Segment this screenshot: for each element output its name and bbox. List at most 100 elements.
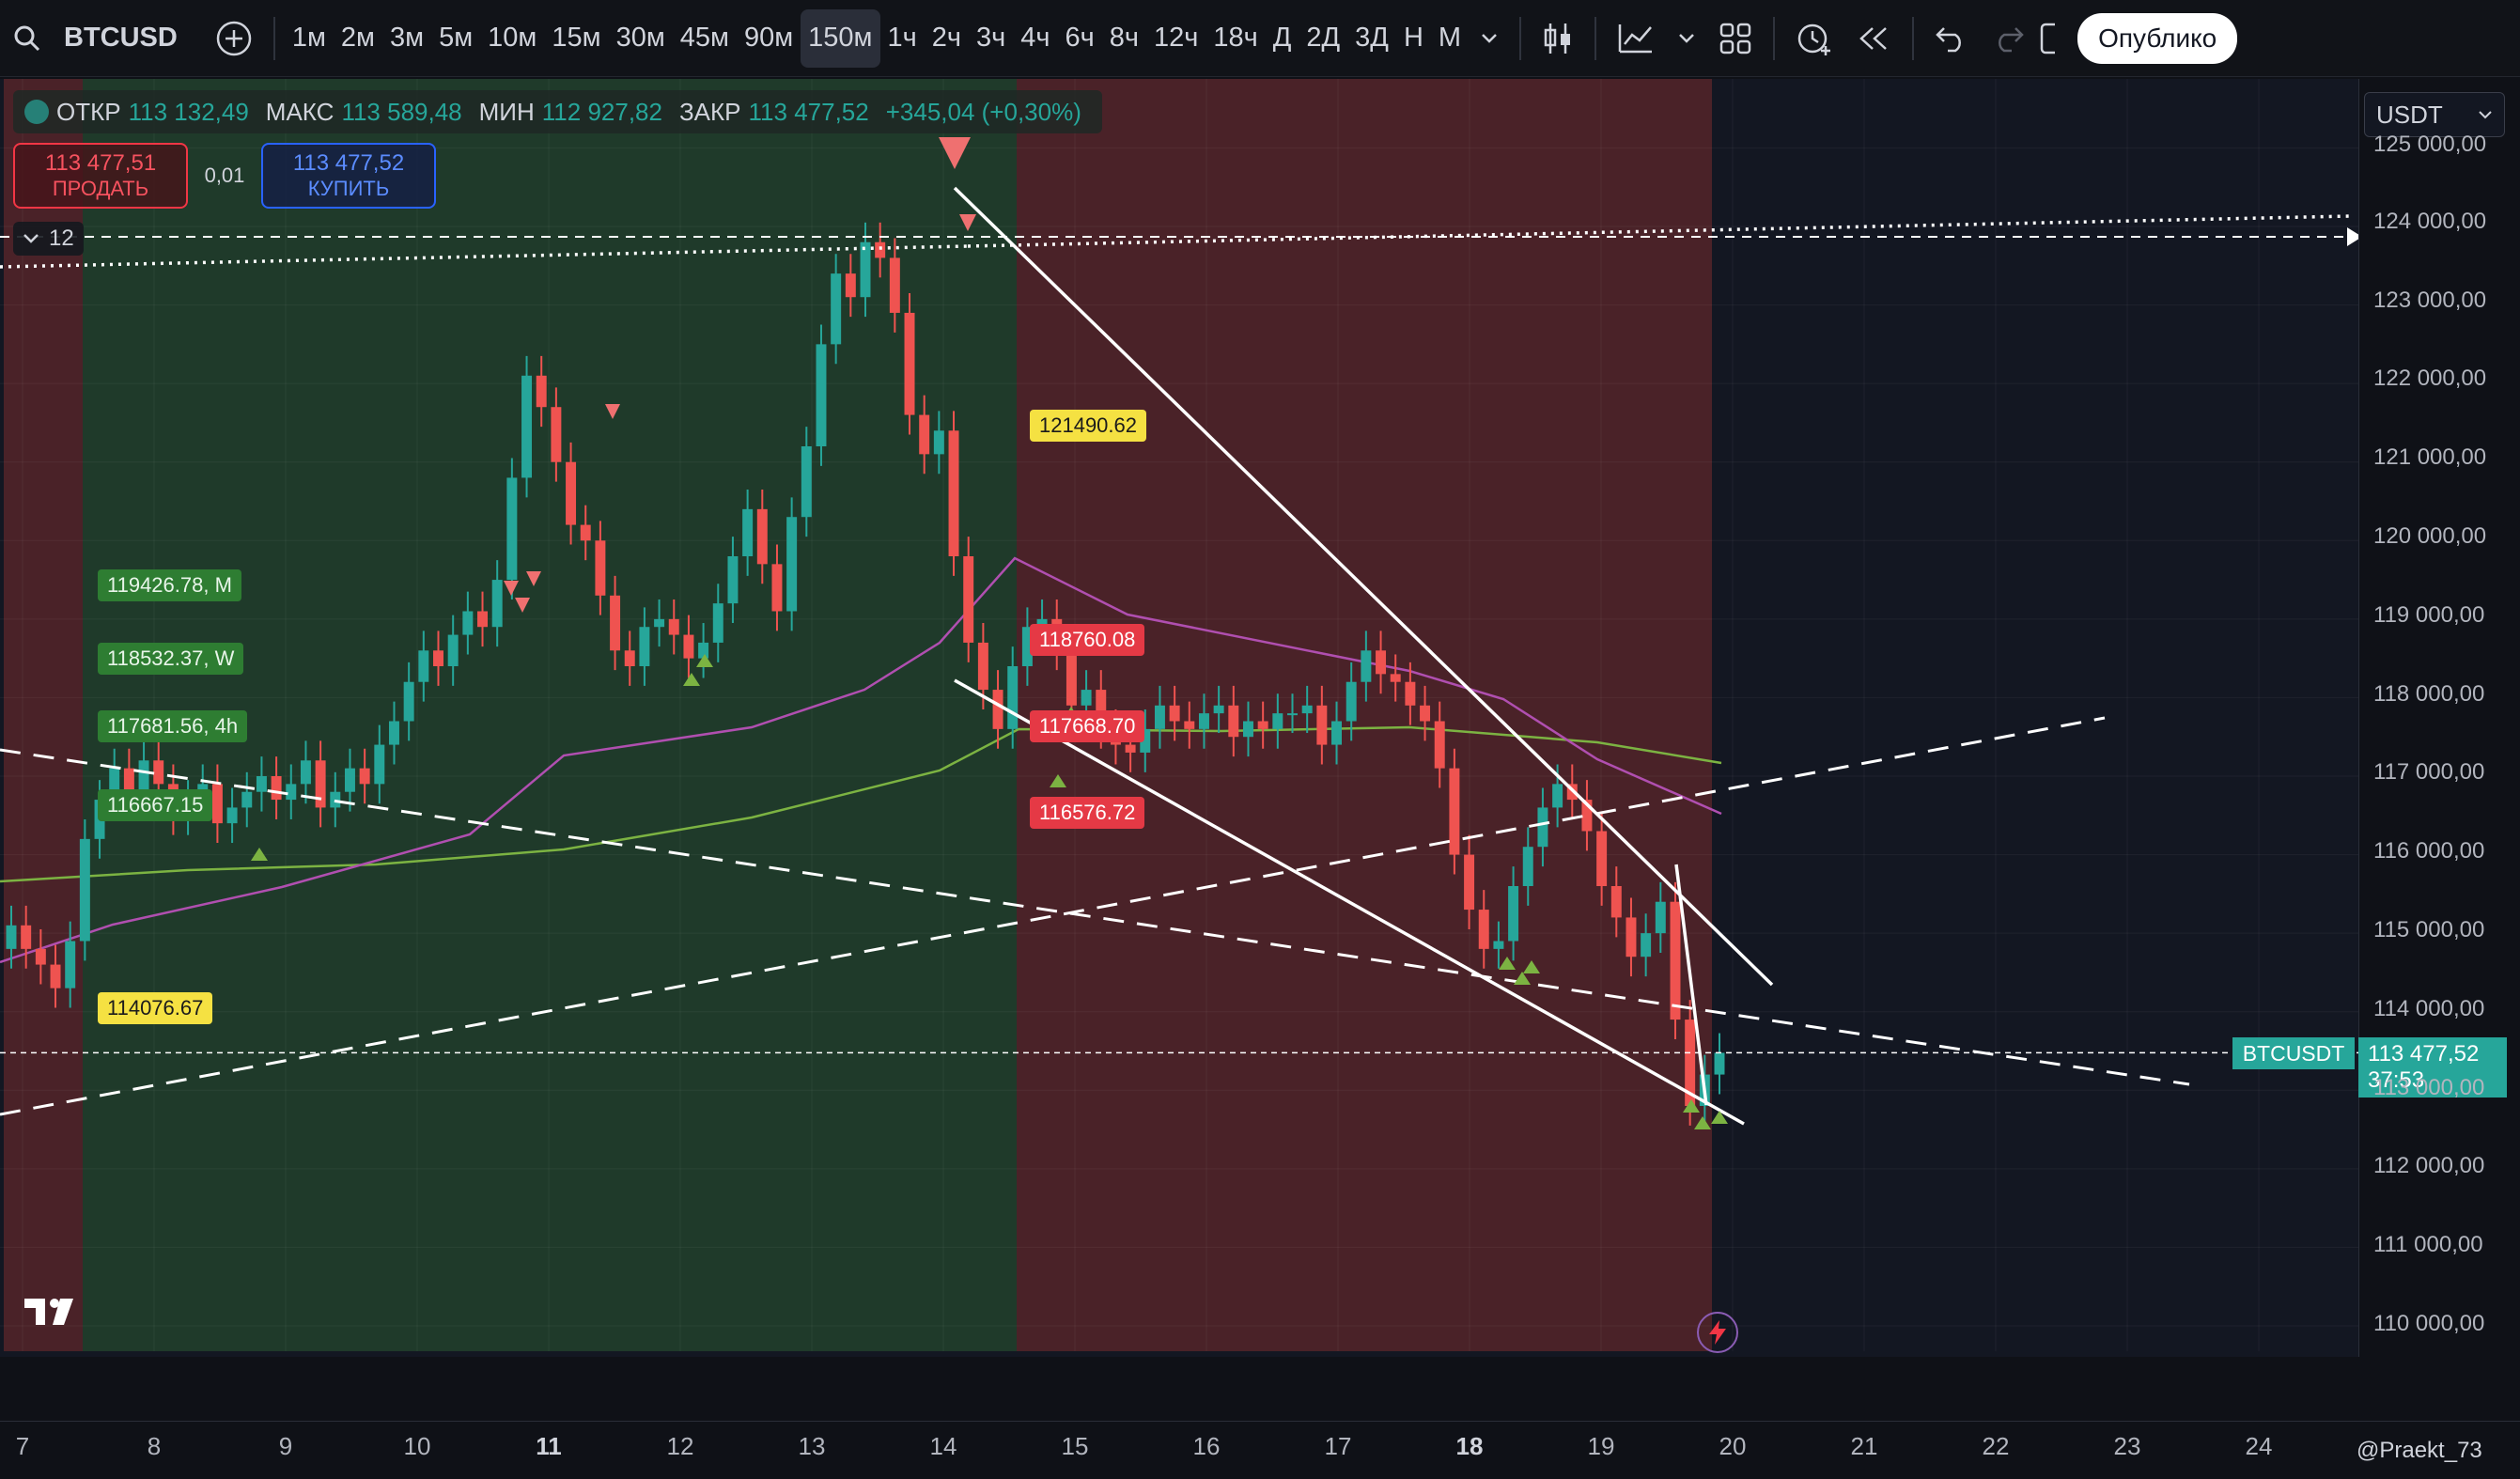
buy-button[interactable]: 113 477,52 КУПИТЬ [261, 143, 436, 209]
search-icon[interactable] [0, 9, 47, 68]
interval-button[interactable]: М [1438, 23, 1462, 53]
candle-down [919, 414, 930, 455]
interval-button[interactable]: 6ч [1065, 23, 1095, 53]
interval-button[interactable]: 2Д [1306, 23, 1341, 53]
interval-button[interactable]: 10м [488, 23, 537, 53]
price-axis[interactable] [2358, 79, 2520, 1357]
quantity-value[interactable]: 0,01 [204, 163, 245, 187]
candle-down [1670, 901, 1681, 1020]
green-level-tag[interactable]: 116667.15 [98, 789, 213, 821]
candle-down [668, 618, 679, 635]
green-level-tag[interactable]: 119426.78, M [98, 569, 241, 601]
buy-signal-icon [696, 654, 713, 667]
candle-up [1007, 666, 1019, 729]
sell-signal-icon [605, 404, 620, 419]
alert-add-icon[interactable] [1784, 9, 1844, 68]
time-axis[interactable] [0, 1421, 2520, 1479]
currency-select[interactable]: USDT [2364, 92, 2505, 137]
yellow-level-tag[interactable]: 114076.67 [98, 992, 213, 1024]
yellow-level-tag[interactable]: 121490.62 [1030, 410, 1146, 442]
candle-up [344, 768, 355, 792]
interval-button[interactable]: 1м [291, 23, 326, 53]
chart-pane[interactable] [0, 79, 2358, 1357]
candle-up [1021, 627, 1033, 666]
candles-icon[interactable] [1531, 9, 1585, 68]
status-dot-icon[interactable] [24, 100, 49, 124]
dashed-support-line [0, 716, 2106, 1116]
candle-up [491, 580, 503, 628]
green-level-tag[interactable]: 118532.37, W [98, 643, 244, 675]
candle-down [1626, 917, 1637, 957]
indicators-icon[interactable] [1606, 9, 1666, 68]
time-axis-label: 10 [403, 1432, 431, 1460]
interval-button[interactable]: 18ч [1213, 23, 1258, 53]
indicators-collapse-toggle[interactable]: 12 [13, 222, 84, 256]
candle-up [286, 784, 297, 801]
time-axis-label: 11 [536, 1432, 562, 1460]
buy-signal-icon [1514, 972, 1531, 985]
candle-down [845, 273, 856, 298]
interval-button[interactable]: 12ч [1154, 23, 1199, 53]
candle-up [698, 642, 709, 659]
interval-button[interactable]: Д [1272, 23, 1292, 53]
current-price-value: 113 477,52 [2368, 1041, 2480, 1066]
fullscreen-icon[interactable] [2036, 9, 2061, 68]
layout-grid-icon[interactable] [1707, 9, 1764, 68]
candle-up [1522, 847, 1533, 886]
price-axis-label: 121 000,00 [2373, 444, 2487, 471]
interval-button[interactable]: 1ч [887, 23, 917, 53]
candle-up [639, 627, 650, 666]
candle-up [1493, 941, 1504, 949]
interval-button[interactable]: 5м [439, 23, 474, 53]
candle-up [79, 838, 90, 942]
interval-button[interactable]: 3м [390, 23, 425, 53]
redo-icon[interactable] [1980, 9, 2036, 68]
interval-button[interactable]: 30м [615, 23, 665, 53]
candle-down [977, 642, 988, 691]
candle-up [1552, 784, 1563, 808]
candle-up [1213, 705, 1224, 714]
sell-signal-icon [504, 581, 519, 596]
time-axis-label: 19 [1587, 1432, 1615, 1460]
replay-icon[interactable] [1844, 9, 1903, 68]
green-level-tag[interactable]: 117681.56, 4h [98, 710, 248, 742]
price-chart[interactable] [0, 79, 2358, 1357]
price-axis-label: 125 000,00 [2373, 132, 2487, 157]
candle-up [1154, 705, 1165, 729]
red-level-tag[interactable]: 117668.70 [1030, 710, 1145, 742]
candle-up [654, 618, 665, 628]
symbol-name[interactable]: BTCUSD [64, 23, 178, 53]
interval-button[interactable]: 2ч [931, 23, 961, 53]
candle-down [566, 461, 577, 525]
sell-button[interactable]: 113 477,51 ПРОДАТЬ [13, 143, 188, 209]
red-level-tag[interactable]: 116576.72 [1030, 797, 1145, 829]
candle-up [816, 344, 827, 446]
chevron-down-icon[interactable] [1666, 9, 1707, 68]
interval-button[interactable]: 3ч [976, 23, 1006, 53]
price-axis-label: 110 000,00 [2373, 1311, 2485, 1336]
lightning-alert-icon[interactable] [1697, 1312, 1738, 1353]
candle-up [1198, 713, 1209, 729]
candle-up [521, 375, 533, 478]
interval-button[interactable]: 3Д [1355, 23, 1389, 53]
interval-button[interactable]: 15м [552, 23, 601, 53]
candle-down [1420, 705, 1431, 722]
interval-button[interactable]: 90м [743, 23, 794, 53]
interval-button[interactable]: Н [1403, 23, 1423, 53]
tradingview-logo[interactable] [23, 1295, 85, 1329]
interval-button[interactable]: 2м [340, 23, 375, 53]
interval-button[interactable]: 8ч [1109, 23, 1139, 53]
chevron-down-icon[interactable] [1469, 9, 1510, 68]
candle-down [315, 760, 326, 808]
candle-up [6, 925, 17, 949]
publish-button[interactable]: Опублико [2077, 12, 2238, 64]
add-symbol-icon[interactable] [204, 9, 264, 68]
interval-button[interactable]: 150м [801, 8, 880, 68]
candle-up [1655, 901, 1666, 934]
buy-price: 113 477,52 [292, 150, 405, 176]
interval-button[interactable]: 45м [679, 23, 729, 53]
time-axis-label: 12 [666, 1432, 694, 1460]
undo-icon[interactable] [1923, 9, 1980, 68]
interval-button[interactable]: 4ч [1020, 23, 1050, 53]
red-level-tag[interactable]: 118760.08 [1030, 624, 1145, 656]
